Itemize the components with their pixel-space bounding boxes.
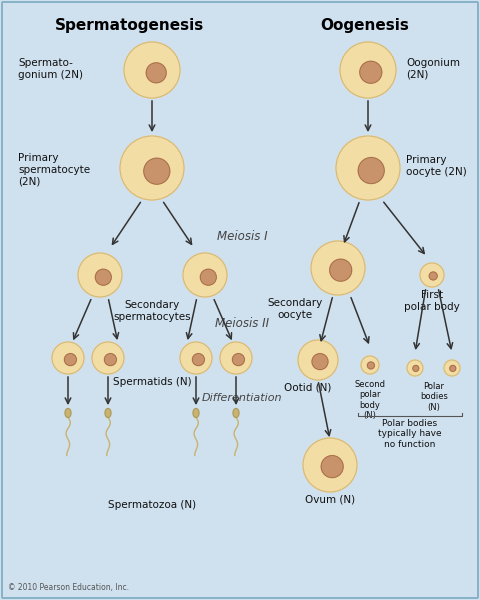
Circle shape — [96, 269, 111, 285]
Circle shape — [183, 253, 227, 297]
Text: Spermato-
gonium (2N): Spermato- gonium (2N) — [18, 58, 83, 80]
Text: Secondary
oocyte: Secondary oocyte — [267, 298, 323, 320]
Text: Oogenesis: Oogenesis — [321, 18, 409, 33]
Text: Meiosis I: Meiosis I — [216, 230, 267, 243]
Text: Spermatids (N): Spermatids (N) — [113, 377, 192, 387]
Circle shape — [222, 344, 251, 373]
Text: First
polar body: First polar body — [404, 290, 460, 311]
Circle shape — [180, 342, 212, 374]
Circle shape — [79, 254, 121, 296]
Circle shape — [408, 361, 422, 375]
Circle shape — [340, 42, 396, 98]
Circle shape — [321, 455, 343, 478]
Text: Differentiation: Differentiation — [202, 393, 282, 403]
Text: Spermatogenesis: Spermatogenesis — [55, 18, 204, 33]
Circle shape — [330, 259, 352, 281]
Circle shape — [127, 45, 177, 95]
Circle shape — [180, 342, 212, 374]
Circle shape — [444, 360, 460, 376]
Circle shape — [185, 255, 225, 295]
Circle shape — [336, 136, 400, 200]
Circle shape — [445, 361, 459, 375]
Text: Secondary
spermatocytes: Secondary spermatocytes — [113, 300, 191, 322]
Circle shape — [298, 340, 338, 380]
Text: Spermatozoa (N): Spermatozoa (N) — [108, 500, 196, 510]
Circle shape — [337, 137, 398, 199]
Circle shape — [421, 264, 443, 286]
Text: Polar
bodies
(N): Polar bodies (N) — [420, 382, 448, 412]
Text: Meiosis II: Meiosis II — [215, 317, 269, 330]
Circle shape — [336, 136, 400, 200]
Circle shape — [125, 43, 179, 97]
Circle shape — [94, 344, 122, 373]
Circle shape — [303, 438, 357, 492]
Circle shape — [361, 356, 379, 374]
Circle shape — [312, 353, 328, 370]
Circle shape — [303, 438, 357, 492]
Text: Oogonium
(2N): Oogonium (2N) — [406, 58, 460, 80]
Ellipse shape — [193, 409, 199, 418]
Circle shape — [181, 343, 211, 373]
Circle shape — [123, 139, 181, 197]
Text: Primary
oocyte (2N): Primary oocyte (2N) — [406, 155, 467, 176]
Text: Ootid (N): Ootid (N) — [284, 382, 332, 392]
Circle shape — [92, 342, 124, 374]
Circle shape — [146, 63, 166, 83]
Circle shape — [184, 254, 226, 296]
Circle shape — [450, 365, 456, 371]
Circle shape — [420, 263, 444, 286]
Circle shape — [429, 272, 437, 280]
Ellipse shape — [105, 409, 111, 418]
Circle shape — [300, 342, 336, 378]
Circle shape — [78, 253, 122, 297]
Circle shape — [220, 342, 252, 374]
Circle shape — [120, 136, 184, 200]
Circle shape — [221, 343, 251, 373]
Circle shape — [367, 362, 374, 369]
Circle shape — [420, 263, 444, 287]
Circle shape — [343, 45, 393, 95]
Circle shape — [314, 244, 362, 292]
Circle shape — [183, 253, 227, 297]
Circle shape — [362, 357, 378, 373]
Circle shape — [64, 353, 76, 365]
Circle shape — [407, 360, 423, 376]
Circle shape — [340, 42, 396, 98]
Circle shape — [358, 158, 384, 184]
Circle shape — [124, 42, 180, 98]
Circle shape — [52, 342, 84, 374]
Circle shape — [413, 365, 419, 371]
Text: Polar bodies
typically have
no function: Polar bodies typically have no function — [378, 419, 442, 449]
Circle shape — [420, 263, 444, 287]
Circle shape — [144, 158, 170, 184]
Circle shape — [232, 353, 244, 365]
Circle shape — [92, 342, 124, 374]
Circle shape — [361, 356, 379, 374]
Circle shape — [311, 241, 365, 295]
Circle shape — [339, 139, 397, 197]
Circle shape — [361, 356, 379, 374]
Circle shape — [93, 343, 123, 373]
Circle shape — [341, 43, 395, 97]
Circle shape — [408, 361, 422, 376]
Ellipse shape — [65, 409, 71, 418]
Circle shape — [312, 242, 364, 293]
Text: Primary
spermatocyte
(2N): Primary spermatocyte (2N) — [18, 153, 90, 186]
Circle shape — [121, 137, 182, 199]
Circle shape — [80, 255, 120, 295]
Circle shape — [52, 342, 84, 374]
Circle shape — [444, 360, 460, 376]
Circle shape — [78, 253, 122, 297]
Text: Second
polar
body
(N): Second polar body (N) — [355, 380, 385, 420]
Circle shape — [54, 344, 83, 373]
Circle shape — [299, 341, 337, 379]
Circle shape — [53, 343, 83, 373]
Circle shape — [181, 344, 210, 373]
Circle shape — [220, 342, 252, 374]
Circle shape — [304, 439, 356, 491]
Circle shape — [124, 42, 180, 98]
Circle shape — [407, 360, 423, 376]
Text: Ovum (N): Ovum (N) — [305, 495, 355, 505]
Circle shape — [200, 269, 216, 285]
